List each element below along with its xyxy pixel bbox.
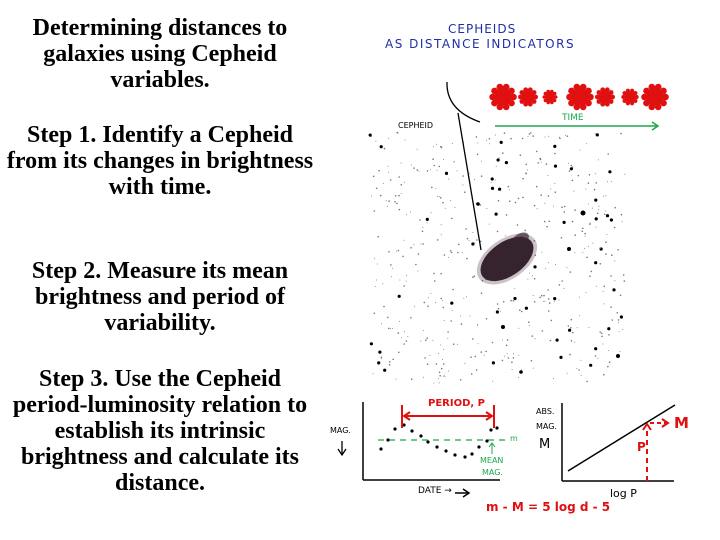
pl-relation-axes xyxy=(561,403,676,482)
step-1-text: Step 1. Identify a Cepheid from its chan… xyxy=(6,122,314,200)
pl-markers xyxy=(642,418,670,481)
pl-x-label: log P xyxy=(610,487,637,500)
step-3-text: Step 3. Use the Cepheid period-luminosit… xyxy=(12,366,308,496)
mean-label-line2: MAG. xyxy=(482,468,503,477)
light-curve-x-label: DATE → xyxy=(418,486,452,496)
period-label: PERIOD, P xyxy=(428,398,485,409)
mag-down-arrow-icon xyxy=(337,441,347,457)
cepheid-label: CEPHEID xyxy=(398,121,434,130)
figure-heading-line2: AS DISTANCE INDICATORS xyxy=(385,37,576,51)
slide-title: Determining distances to galaxies using … xyxy=(32,15,288,93)
light-curve-points xyxy=(379,423,499,459)
time-label: TIME xyxy=(562,113,584,123)
light-curve-y-label: MAG. xyxy=(330,426,351,435)
mean-mag-arrow xyxy=(488,442,496,454)
time-arrow xyxy=(495,121,660,131)
period-arrow xyxy=(401,405,495,428)
cepheid-pointer xyxy=(446,81,482,251)
pl-absmag-marker: M xyxy=(674,414,689,432)
distance-modulus-equation: m - M = 5 log d - 5 xyxy=(486,500,611,514)
pl-period-marker: P xyxy=(637,440,646,454)
mean-label-line1: MEAN xyxy=(480,456,504,465)
pl-y-label-line2: MAG. xyxy=(536,422,557,431)
pl-y-label-line1: ABS. xyxy=(536,407,555,416)
cepheid-brightness-sequence xyxy=(489,83,669,111)
figure-heading-line1: CEPHEIDS xyxy=(448,22,517,36)
mean-symbol: m xyxy=(510,434,518,443)
step-2-text: Step 2. Measure its mean brightness and … xyxy=(31,258,289,336)
galaxy-image xyxy=(476,232,538,285)
light-curve-axes xyxy=(362,402,500,481)
date-arrow-icon xyxy=(455,488,471,498)
pl-y-symbol: M xyxy=(539,437,551,452)
